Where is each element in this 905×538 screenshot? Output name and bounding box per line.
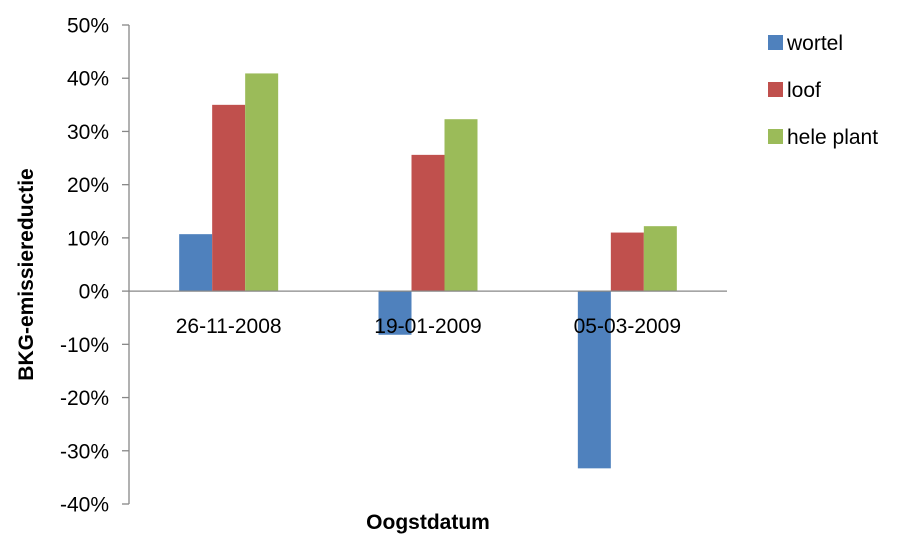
x-axis-title: Oogstdatum [366, 511, 490, 534]
legend-swatch [768, 35, 783, 50]
legend: wortel loof hele plant [768, 32, 878, 149]
bar-loof-1 [411, 154, 445, 292]
legend-label: loof [787, 79, 821, 102]
y-axis-ticks: 50% 40% 30% 20% 10% 0% -10% -20% -30% -40% [60, 15, 129, 517]
y-tick-label: -40% [60, 494, 109, 517]
y-tick-label: -20% [60, 387, 109, 410]
x-category-label: 26-11-2008 [176, 315, 282, 338]
legend-swatch [768, 129, 783, 144]
y-tick-label: 40% [67, 68, 109, 91]
bar-hele-plant-0 [245, 73, 279, 292]
bar-hele-plant-2 [643, 226, 677, 292]
bar-wortel-0 [179, 234, 213, 292]
y-axis-title: BKG-emissiereductie [15, 168, 38, 380]
legend-label: hele plant [787, 126, 878, 149]
y-tick-label: 10% [67, 227, 109, 250]
legend-swatch [768, 82, 783, 97]
bar-loof-2 [610, 232, 644, 292]
bar-loof-0 [212, 104, 246, 292]
legend-label: wortel [786, 32, 843, 55]
y-tick-label: 20% [67, 174, 109, 197]
y-tick-label: 30% [67, 121, 109, 144]
y-tick-label: -30% [60, 440, 109, 463]
bars [179, 73, 677, 469]
bar-wortel-1 [378, 291, 412, 335]
x-axis-category-labels: 26-11-2008 19-01-2009 05-03-2009 [176, 315, 681, 338]
x-category-label: 19-01-2009 [374, 315, 481, 338]
y-tick-label: 50% [67, 15, 109, 38]
bar-hele-plant-1 [444, 119, 478, 292]
bar-wortel-2 [577, 291, 611, 469]
y-tick-label: 0% [79, 281, 109, 304]
y-tick-label: -10% [60, 334, 109, 357]
x-category-label: 05-03-2009 [574, 315, 681, 338]
